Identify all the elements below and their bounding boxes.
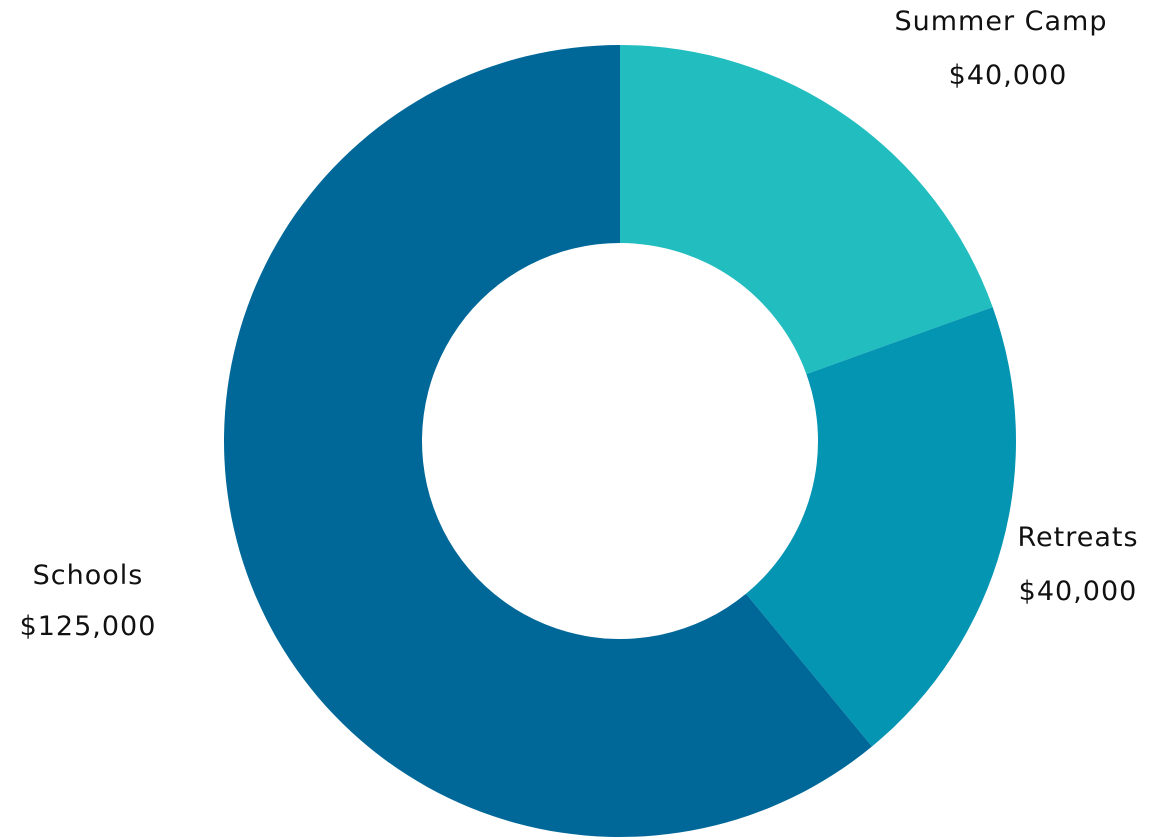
slice-value-summer-camp: $40,000 [949, 60, 1068, 91]
donut-slice-summer-camp [620, 45, 993, 375]
slice-label-schools: Schools $125,000 [20, 560, 157, 642]
donut-slice-retreats [745, 307, 1016, 747]
slice-value-retreats: $40,000 [1019, 576, 1138, 607]
slice-label-summer-camp: Summer Camp $40,000 [895, 6, 1108, 91]
slice-value-schools: $125,000 [20, 611, 157, 642]
donut-slices [224, 45, 1016, 837]
slice-name-schools: Schools [33, 560, 144, 591]
slice-name-summer-camp: Summer Camp [895, 6, 1108, 37]
slice-name-retreats: Retreats [1017, 522, 1138, 553]
donut-slice-schools [224, 45, 872, 837]
slice-label-retreats: Retreats $40,000 [1017, 522, 1138, 607]
